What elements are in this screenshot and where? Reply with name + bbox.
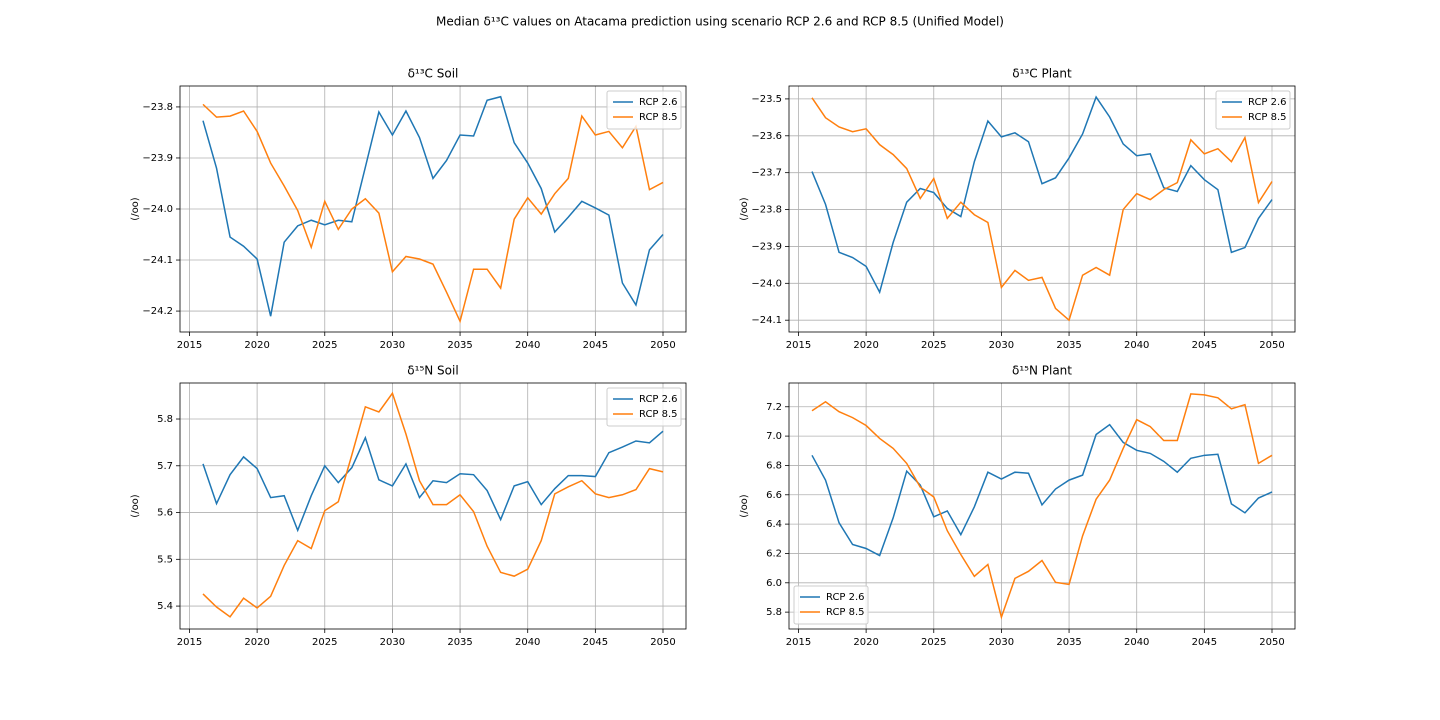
x-tick-label: 2045: [583, 340, 608, 351]
y-tick-label: −23.9: [142, 153, 173, 164]
x-tick-label: 2050: [650, 637, 675, 648]
x-tick-label: 2045: [1192, 637, 1217, 648]
data-line: [811, 97, 1273, 322]
data-line: [202, 103, 664, 324]
legend-box: [1215, 90, 1291, 130]
y-tick-label: 7.2: [766, 402, 782, 413]
y-tick-label: −24.2: [142, 306, 173, 317]
x-tick-label: 2045: [583, 637, 608, 648]
y-axis-label: (/oo): [130, 494, 141, 518]
x-tick-label: 2030: [380, 340, 405, 351]
legend-label: RCP 8.5: [1248, 112, 1287, 123]
x-tick-label: 2040: [515, 340, 540, 351]
y-tick-label: 5.8: [157, 414, 173, 425]
x-tick-label: 2025: [921, 637, 946, 648]
axes-frame: [179, 382, 687, 630]
data-line: [202, 391, 664, 618]
x-tick-label: 2015: [786, 340, 811, 351]
y-tick-label: 6.2: [766, 548, 782, 559]
legend-box: [793, 585, 869, 625]
legend-label: RCP 8.5: [826, 607, 865, 618]
y-tick-label: 6.4: [766, 519, 782, 530]
y-tick-label: −23.7: [751, 168, 782, 179]
x-tick-label: 2040: [1124, 340, 1149, 351]
x-tick-label: 2025: [312, 637, 337, 648]
y-tick-label: 5.8: [766, 607, 782, 618]
x-tick-label: 2015: [177, 637, 202, 648]
x-tick-label: 2040: [515, 637, 540, 648]
legend-label: RCP 8.5: [639, 409, 678, 420]
x-tick-label: 2015: [786, 637, 811, 648]
y-tick-label: −23.8: [751, 205, 782, 216]
data-line: [202, 95, 664, 317]
x-tick-label: 2020: [853, 637, 878, 648]
x-tick-label: 2015: [177, 340, 202, 351]
y-tick-label: −23.9: [751, 241, 782, 252]
y-tick-label: −24.0: [751, 278, 782, 289]
y-tick-label: 5.4: [157, 601, 173, 612]
legend-label: RCP 2.6: [639, 97, 678, 108]
x-tick-label: 2030: [989, 637, 1014, 648]
subplot: 2015 2020 2025 2030 2035 2040 2045 2050 5.4 5.5 5.…: [130, 364, 687, 648]
legend-label: RCP 2.6: [639, 394, 678, 405]
x-tick-label: 2035: [447, 340, 472, 351]
x-tick-label: 2050: [650, 340, 675, 351]
axes-frame: [179, 85, 687, 333]
y-tick-label: −24.1: [142, 255, 173, 266]
legend-box: [606, 90, 682, 130]
data-line: [811, 393, 1273, 620]
y-tick-label: 7.0: [766, 431, 782, 442]
x-tick-label: 2035: [1056, 340, 1081, 351]
x-tick-label: 2050: [1259, 340, 1284, 351]
x-tick-label: 2035: [1056, 637, 1081, 648]
x-tick-label: 2030: [989, 340, 1014, 351]
y-tick-label: 5.6: [157, 508, 173, 519]
y-tick-label: 6.6: [766, 490, 782, 501]
subplot: 2015 2020 2025 2030 2035 2040 2045 2050 5.8 6.0 6.…: [739, 364, 1296, 648]
y-tick-label: −23.5: [751, 94, 782, 105]
axes-frame: [788, 382, 1296, 630]
axes-frame: [788, 85, 1296, 333]
y-tick-label: −23.8: [142, 102, 173, 113]
x-tick-label: 2025: [312, 340, 337, 351]
x-tick-label: 2030: [380, 637, 405, 648]
x-tick-label: 2020: [244, 340, 269, 351]
y-tick-label: 5.7: [157, 461, 173, 472]
data-line: [811, 423, 1273, 557]
x-tick-label: 2050: [1259, 637, 1284, 648]
x-tick-label: 2025: [921, 340, 946, 351]
data-line: [811, 95, 1273, 295]
legend-label: RCP 2.6: [826, 592, 865, 603]
legend-box: [606, 387, 682, 427]
subplot-title: δ¹³C Plant: [1012, 67, 1072, 81]
subplot-title: δ¹⁵N Plant: [1012, 364, 1072, 378]
x-tick-label: 2020: [853, 340, 878, 351]
figure-title: Median δ¹³C values on Atacama prediction…: [436, 15, 1004, 29]
legend-label: RCP 2.6: [1248, 97, 1287, 108]
y-tick-label: 5.5: [157, 554, 173, 565]
legend-label: RCP 8.5: [639, 112, 678, 123]
x-tick-label: 2035: [447, 637, 472, 648]
x-tick-label: 2040: [1124, 637, 1149, 648]
y-tick-label: 6.8: [766, 460, 782, 471]
y-tick-label: −24.0: [142, 204, 173, 215]
subplot-title: δ¹³C Soil: [408, 67, 459, 81]
y-tick-label: −23.6: [751, 131, 782, 142]
data-line: [202, 430, 664, 533]
y-tick-label: −24.1: [751, 315, 782, 326]
subplot: 2015 2020 2025 2030 2035 2040 2045 2050 −24.1 −24…: [739, 67, 1296, 351]
y-axis-label: (/oo): [130, 197, 141, 221]
subplot-title: δ¹⁵N Soil: [407, 364, 458, 378]
x-tick-label: 2045: [1192, 340, 1217, 351]
y-axis-label: (/oo): [739, 494, 750, 518]
x-tick-label: 2020: [244, 637, 269, 648]
y-axis-label: (/oo): [739, 197, 750, 221]
y-tick-label: 6.0: [766, 578, 782, 589]
subplot: 2015 2020 2025 2030 2035 2040 2045 2050 −24.2 −24…: [130, 67, 687, 351]
